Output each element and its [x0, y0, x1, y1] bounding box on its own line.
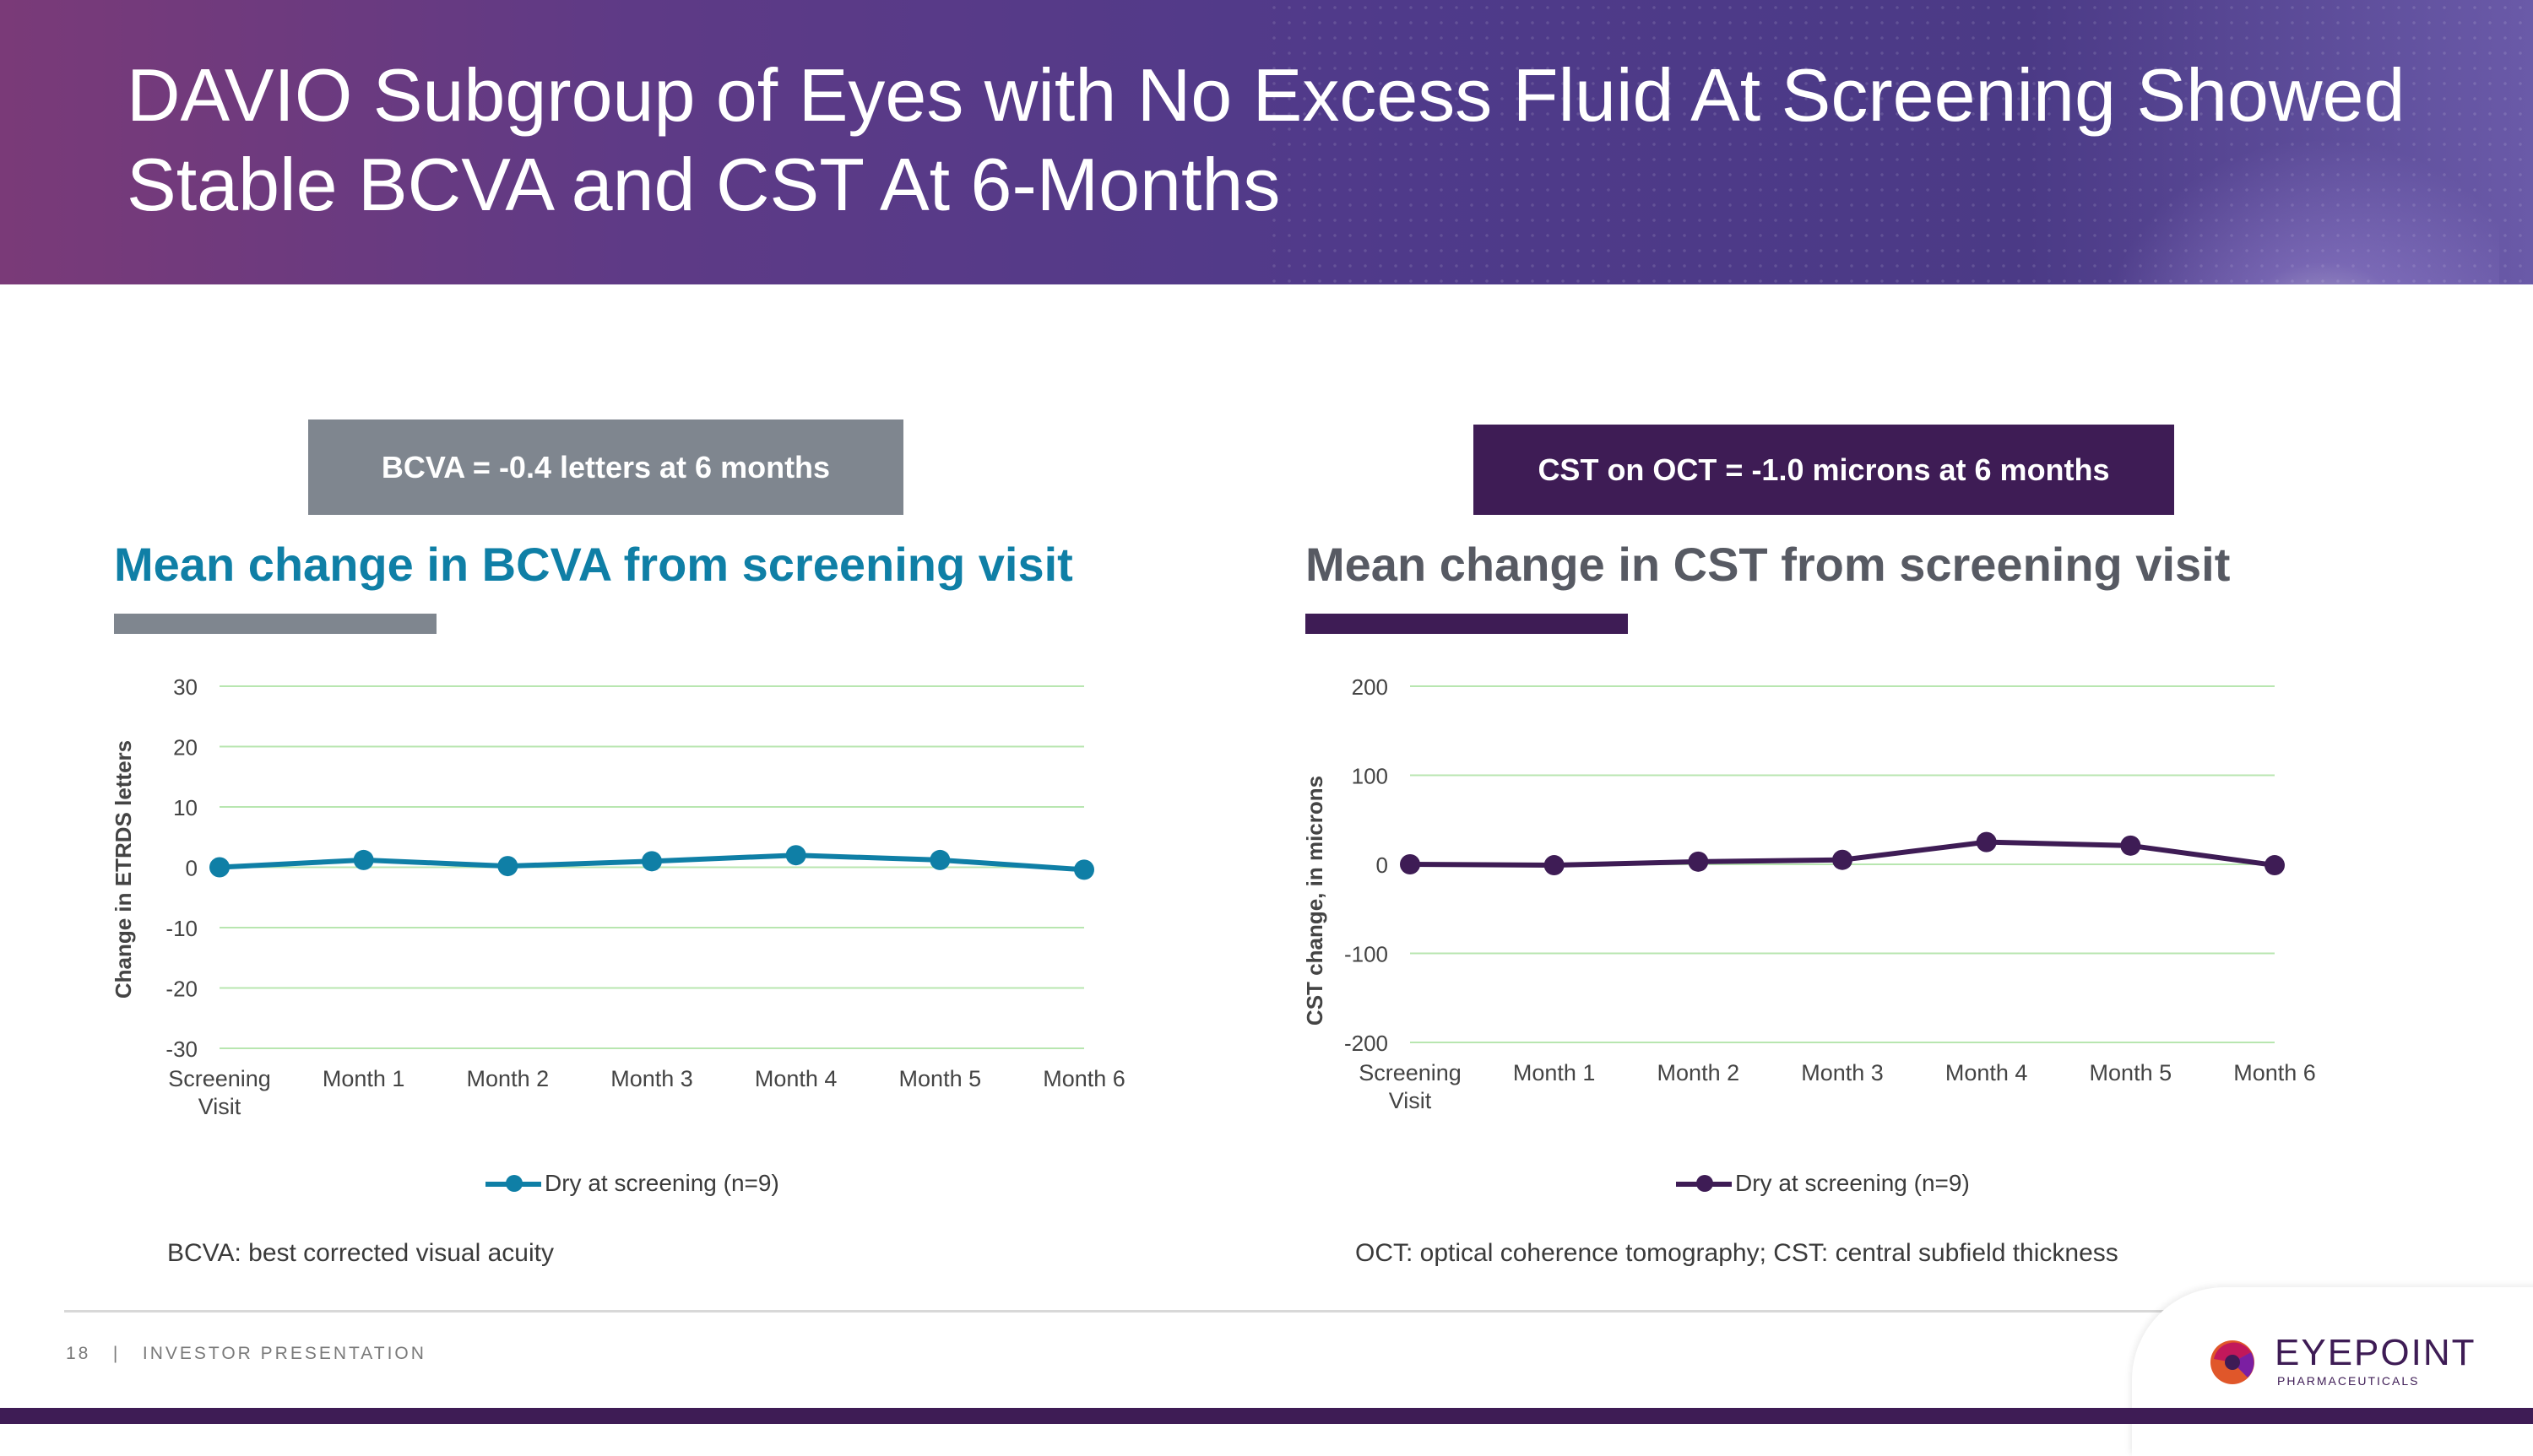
bcva-category-label: Month 4	[755, 1066, 838, 1091]
footer-separator: |	[112, 1344, 121, 1363]
cst-ytick-label: -100	[1344, 942, 1388, 967]
page-number: 18	[66, 1344, 91, 1363]
cst-data-point	[1976, 831, 1997, 852]
cst-data-point	[1832, 849, 1852, 870]
bcva-title-underline	[114, 614, 437, 634]
cst-ytick-label: 200	[1352, 674, 1388, 700]
bcva-ytick-label: 10	[173, 795, 198, 820]
cst-data-point	[2120, 835, 2141, 856]
footer-divider	[64, 1310, 2533, 1313]
bcva-ytick-label: 30	[173, 674, 198, 700]
cst-chart-title: Mean change in CST from screening visit	[1305, 538, 2231, 591]
cst-category-label: Screening Visit	[1359, 1060, 1462, 1113]
cst-legend: Dry at screening (n=9)	[1676, 1170, 1970, 1197]
bcva-data-point	[1074, 859, 1094, 880]
bcva-data-point	[930, 849, 951, 870]
bcva-data-point	[642, 851, 662, 872]
page-title-line1: DAVIO Subgroup of Eyes with No Excess Fl…	[127, 53, 2406, 137]
bcva-footnote: BCVA: best corrected visual acuity	[167, 1239, 554, 1267]
page-title: DAVIO Subgroup of Eyes with No Excess Fl…	[127, 51, 2406, 230]
bcva-data-point	[209, 857, 230, 878]
cst-y-axis-title: CST change, in microns	[1302, 776, 1327, 1026]
bcva-legend-swatch	[485, 1175, 541, 1192]
cst-category-label: Month 6	[2233, 1060, 2316, 1085]
footer-label: 18 | INVESTOR PRESENTATION	[66, 1344, 426, 1364]
cst-category-label: Month 2	[1657, 1060, 1740, 1085]
bcva-category-label: Month 2	[467, 1066, 550, 1091]
cst-ytick-label: 0	[1376, 852, 1388, 878]
bcva-ytick-label: 0	[186, 856, 198, 881]
cst-footnote: OCT: optical coherence tomography; CST: …	[1355, 1239, 2118, 1267]
cst-ytick-label: 100	[1352, 764, 1388, 789]
bottom-bar	[0, 1408, 2533, 1424]
cst-data-point	[1400, 854, 1420, 874]
bcva-y-axis-title: Change in ETRDS letters	[111, 740, 136, 999]
header-light-burst	[2060, 101, 2499, 284]
bcva-ytick-label: -20	[165, 977, 198, 1002]
cst-legend-label: Dry at screening (n=9)	[1735, 1170, 1970, 1196]
bcva-category-label: Month 5	[899, 1066, 982, 1091]
bcva-category-label: Screening Visit	[168, 1066, 271, 1119]
cst-category-label: Month 3	[1801, 1060, 1884, 1085]
footer-title: INVESTOR PRESENTATION	[142, 1344, 426, 1363]
bcva-legend-label: Dry at screening (n=9)	[545, 1170, 779, 1196]
bcva-data-point	[353, 849, 374, 870]
bcva-kpi-box: BCVA = -0.4 letters at 6 months	[308, 419, 903, 515]
bcva-ytick-label: -30	[165, 1037, 198, 1062]
cst-data-point	[2265, 855, 2285, 876]
cst-data-point	[1543, 855, 1565, 876]
bcva-data-point	[497, 856, 518, 877]
bcva-legend: Dry at screening (n=9)	[485, 1170, 779, 1197]
bcva-category-label: Month 6	[1043, 1066, 1125, 1091]
cst-category-label: Month 5	[2090, 1060, 2172, 1085]
cst-category-label: Month 4	[1945, 1060, 2028, 1085]
bcva-category-label: Month 1	[323, 1066, 405, 1091]
page-title-line2: Stable BCVA and CST At 6-Months	[127, 143, 1281, 226]
bcva-ytick-label: -10	[165, 916, 198, 941]
eyepoint-logo-icon	[2210, 1340, 2254, 1384]
cst-kpi-box: CST on OCT = -1.0 microns at 6 months	[1473, 425, 2174, 515]
cst-data-point	[1688, 851, 1709, 872]
bcva-data-point	[785, 845, 806, 866]
logo-subtitle: PHARMACEUTICALS	[2277, 1374, 2420, 1388]
cst-title-underline	[1305, 614, 1628, 634]
cst-category-label: Month 1	[1513, 1060, 1596, 1085]
cst-legend-swatch	[1676, 1175, 1732, 1192]
bcva-category-label: Month 3	[610, 1066, 693, 1091]
bcva-chart-title: Mean change in BCVA from screening visit	[114, 538, 1073, 591]
bcva-ytick-label: 20	[173, 735, 198, 760]
header-banner: DAVIO Subgroup of Eyes with No Excess Fl…	[0, 0, 2533, 284]
cst-ytick-label: -200	[1344, 1031, 1388, 1056]
logo-name: EYEPOINT	[2275, 1332, 2476, 1373]
